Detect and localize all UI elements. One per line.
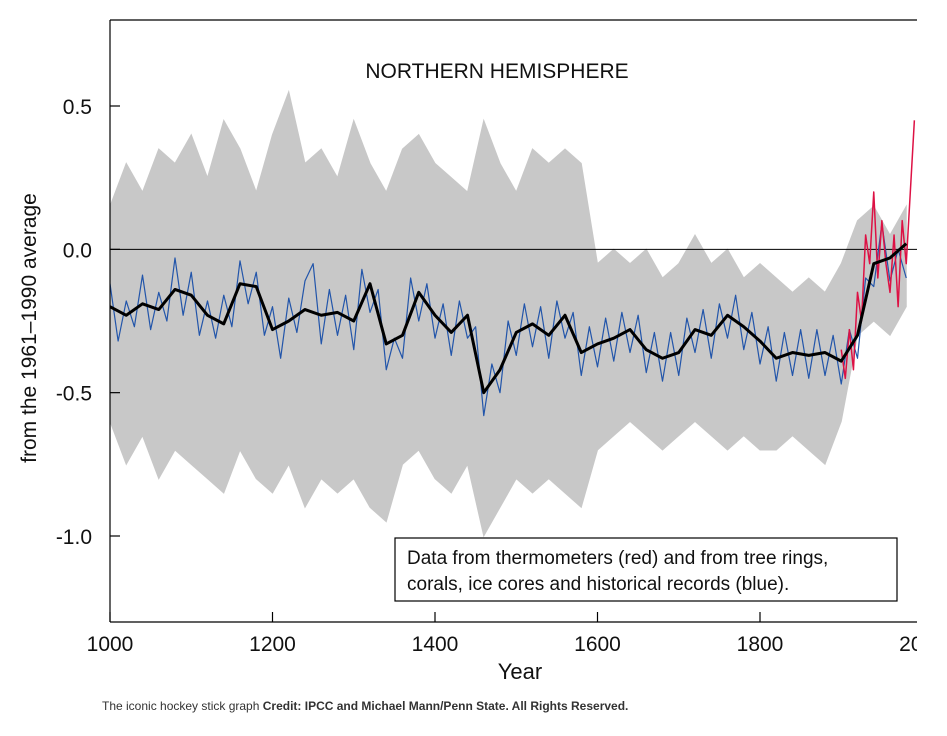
chart: -1.0 -0.5 0.0 0.5 1000 1200 1400 1600 1800 2000 N… (18, 19, 917, 684)
uncertainty-band (110, 89, 907, 538)
chart-title: NORTHERN HEMISPHERE (365, 60, 628, 83)
x-axis-label: Year (498, 659, 542, 684)
plot-area (110, 89, 917, 538)
y-tick-label: 0.0 (63, 239, 92, 262)
series-line (110, 222, 907, 417)
annotation-line: Data from thermometers (red) and from tr… (407, 548, 828, 569)
y-axis-label: from the 1961–1990 average (18, 193, 41, 463)
x-tick-label: 2000 (899, 633, 917, 656)
axes: -1.0 -0.5 0.0 0.5 1000 1200 1400 1600 1800 2000 (56, 19, 917, 656)
x-tick-label: 1400 (412, 633, 459, 656)
y-tick-label: 0.5 (63, 96, 92, 119)
caption: The iconic hockey stick graph Credit: IP… (102, 699, 628, 713)
x-tick-label: 1800 (737, 633, 784, 656)
x-tick-label: 1200 (249, 633, 296, 656)
series-line (840, 120, 916, 380)
y-tick-label: -1.0 (56, 526, 92, 549)
caption-text: The iconic hockey stick graph (102, 699, 260, 713)
annotation-line: corals, ice cores and historical records… (407, 574, 789, 595)
annotation-box (394, 537, 898, 602)
caption-credit: Credit: IPCC and Michael Mann/Penn State… (262, 699, 629, 713)
series-line (110, 242, 908, 395)
x-tick-label: 1600 (574, 633, 621, 656)
y-tick-label: -0.5 (56, 383, 92, 406)
x-tick-label: 1000 (87, 633, 134, 656)
